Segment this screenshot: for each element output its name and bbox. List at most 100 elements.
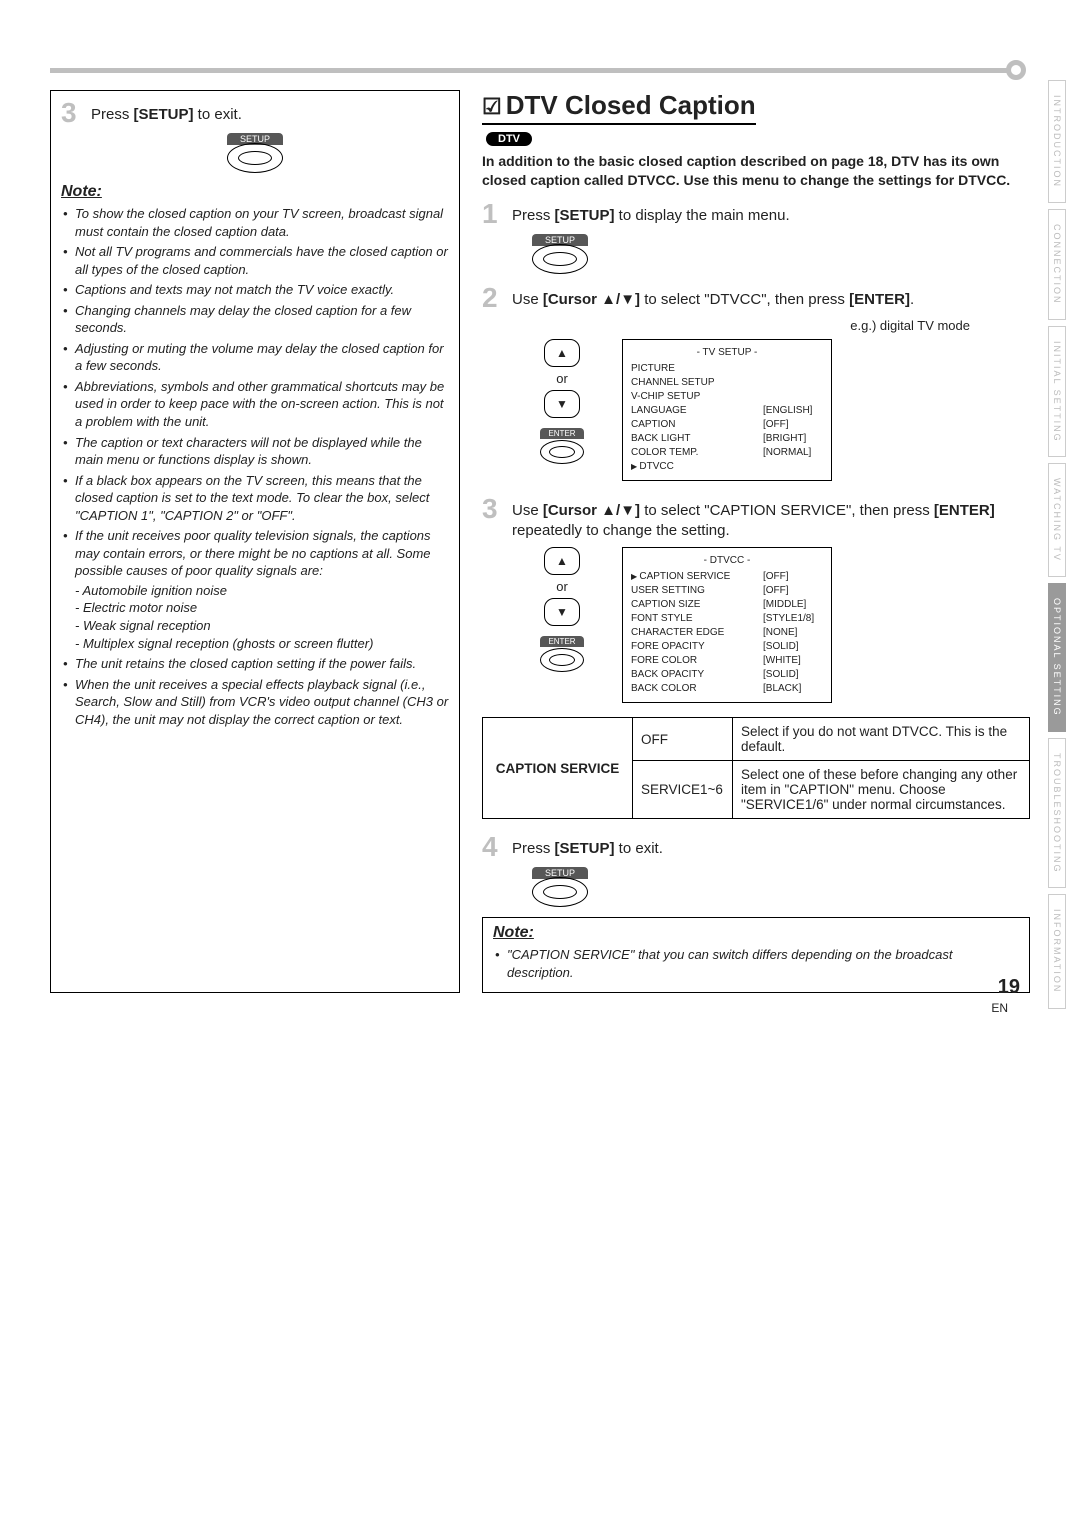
menu-row-2: ▲ or ▼ ENTER - DTVCC - CAPTION SERVICE[O… [532, 547, 1030, 703]
setup-button-graphic: SETUP [532, 234, 588, 274]
osd-value: [NONE] [763, 626, 823, 640]
setup-oval [532, 877, 588, 907]
note-item: To show the closed caption on your TV sc… [61, 205, 449, 240]
osd-row: LANGUAGE[ENGLISH] [631, 404, 823, 418]
section-title: ☑DTV Closed Caption [482, 90, 756, 125]
osd-key: CAPTION SIZE [631, 598, 763, 612]
sidebar-tab: TROUBLESHOOTING [1048, 738, 1066, 889]
cursor-up-icon: ▲ [544, 547, 580, 575]
right-column: ☑DTV Closed Caption DTV In addition to t… [482, 90, 1030, 993]
txt: repeatedly to change the setting. [512, 522, 730, 539]
step-number: 4 [482, 833, 504, 861]
intro-text: In addition to the basic closed caption … [482, 152, 1030, 190]
header-rule-circle [1006, 60, 1026, 80]
osd-key: CHARACTER EDGE [631, 626, 763, 640]
note-item: The unit retains the closed caption sett… [61, 655, 449, 673]
osd-key: DTVCC [631, 460, 763, 474]
osd-value: [BRIGHT] [763, 432, 823, 446]
osd-row: BACK OPACITY[SOLID] [631, 668, 823, 682]
header-rule [50, 60, 1030, 80]
note-item: The caption or text characters will not … [61, 434, 449, 469]
osd-value: [SOLID] [763, 640, 823, 654]
right-step-1: 1 Press [SETUP] to display the main menu… [482, 200, 1030, 228]
note-subitem: Weak signal reception [75, 617, 449, 635]
txt: to exit. [194, 106, 242, 123]
osd-row: COLOR TEMP.[NORMAL] [631, 446, 823, 460]
step-number: 3 [61, 99, 83, 127]
note-list: "CAPTION SERVICE" that you can switch di… [493, 946, 1019, 981]
remote-cluster: ▲ or ▼ ENTER [532, 547, 592, 672]
note-subitem: Multiplex signal reception (ghosts or sc… [75, 635, 449, 653]
osd-key: LANGUAGE [631, 404, 763, 418]
sidebar-tab: INITIAL SETTING [1048, 326, 1066, 458]
enter-oval [540, 648, 584, 672]
step-text: Press [SETUP] to exit. [91, 99, 449, 127]
osd-key: PICTURE [631, 362, 763, 376]
step-number: 1 [482, 200, 504, 228]
step-text: Press [SETUP] to display the main menu. [512, 200, 1030, 228]
note-item: If the unit receives poor quality televi… [61, 527, 449, 652]
osd-value [763, 390, 823, 404]
note-title: Note: [61, 183, 449, 201]
note-item: "CAPTION SERVICE" that you can switch di… [493, 946, 1019, 981]
right-step-2: 2 Use [Cursor ▲/▼] to select "DTVCC", th… [482, 284, 1030, 312]
osd-caption: e.g.) digital TV mode [482, 318, 1030, 333]
osd-value: [OFF] [763, 570, 823, 584]
txt: Press [91, 106, 134, 123]
osd-title: - DTVCC - [631, 554, 823, 568]
header-rule-bar [50, 68, 1010, 73]
setup-button-graphic: SETUP [532, 867, 588, 907]
step-number: 2 [482, 284, 504, 312]
note-item: When the unit receives a special effects… [61, 676, 449, 729]
txt: to exit. [615, 840, 663, 857]
osd-key: CAPTION SERVICE [631, 570, 763, 584]
note-item: Not all TV programs and commercials have… [61, 243, 449, 278]
page: 3 Press [SETUP] to exit. SETUP Note: To … [0, 0, 1080, 1033]
note-sublist: Automobile ignition noiseElectric motor … [75, 582, 449, 652]
note-item: Adjusting or muting the volume may delay… [61, 340, 449, 375]
or-text: or [556, 371, 568, 386]
note-subitem: Automobile ignition noise [75, 582, 449, 600]
table-desc: Select one of these before changing any … [733, 761, 1030, 819]
step-text: Press [SETUP] to exit. [512, 833, 1030, 861]
page-number: 19 [998, 976, 1020, 999]
key: [Cursor ▲/▼] [543, 502, 640, 519]
osd-value [763, 460, 823, 474]
enter-label: ENTER [540, 428, 583, 439]
txt: to select "CAPTION SERVICE", then press [640, 502, 934, 519]
osd-key: CHANNEL SETUP [631, 376, 763, 390]
osd-row: FORE COLOR[WHITE] [631, 654, 823, 668]
sidebar-tab: INTRODUCTION [1048, 80, 1066, 203]
osd-value: [MIDDLE] [763, 598, 823, 612]
menu-row-1: ▲ or ▼ ENTER - TV SETUP - PICTURECHANNEL… [532, 339, 1030, 481]
osd-value [763, 376, 823, 390]
txt: to select "DTVCC", then press [640, 291, 849, 308]
note-item: If a black box appears on the TV screen,… [61, 472, 449, 525]
setup-button-graphic: SETUP [227, 133, 283, 173]
osd-key: COLOR TEMP. [631, 446, 763, 460]
osd-row: USER SETTING[OFF] [631, 584, 823, 598]
osd-row: DTVCC [631, 460, 823, 474]
osd-row: BACK LIGHT[BRIGHT] [631, 432, 823, 446]
osd-value [763, 362, 823, 376]
osd-value: [WHITE] [763, 654, 823, 668]
key: [SETUP] [555, 840, 615, 857]
osd-value: [NORMAL] [763, 446, 823, 460]
table-option: SERVICE1~6 [633, 761, 733, 819]
osd-row: CAPTION SIZE[MIDDLE] [631, 598, 823, 612]
osd-row: FORE OPACITY[SOLID] [631, 640, 823, 654]
left-step-3: 3 Press [SETUP] to exit. [61, 99, 449, 127]
osd-key: FONT STYLE [631, 612, 763, 626]
osd-key: V-CHIP SETUP [631, 390, 763, 404]
right-step-4: 4 Press [SETUP] to exit. [482, 833, 1030, 861]
table-desc: Select if you do not want DTVCC. This is… [733, 718, 1030, 761]
sidebar-tabs: INTRODUCTIONCONNECTIONINITIAL SETTINGWAT… [1048, 80, 1066, 1009]
key: [ENTER] [934, 502, 995, 519]
note-subitem: Electric motor noise [75, 599, 449, 617]
note-title: Note: [493, 924, 1019, 942]
osd-box-tvsetup: - TV SETUP - PICTURECHANNEL SETUPV-CHIP … [622, 339, 832, 481]
check-icon: ☑ [482, 94, 502, 119]
osd-row: V-CHIP SETUP [631, 390, 823, 404]
osd-value: [OFF] [763, 584, 823, 598]
txt: Use [512, 291, 543, 308]
